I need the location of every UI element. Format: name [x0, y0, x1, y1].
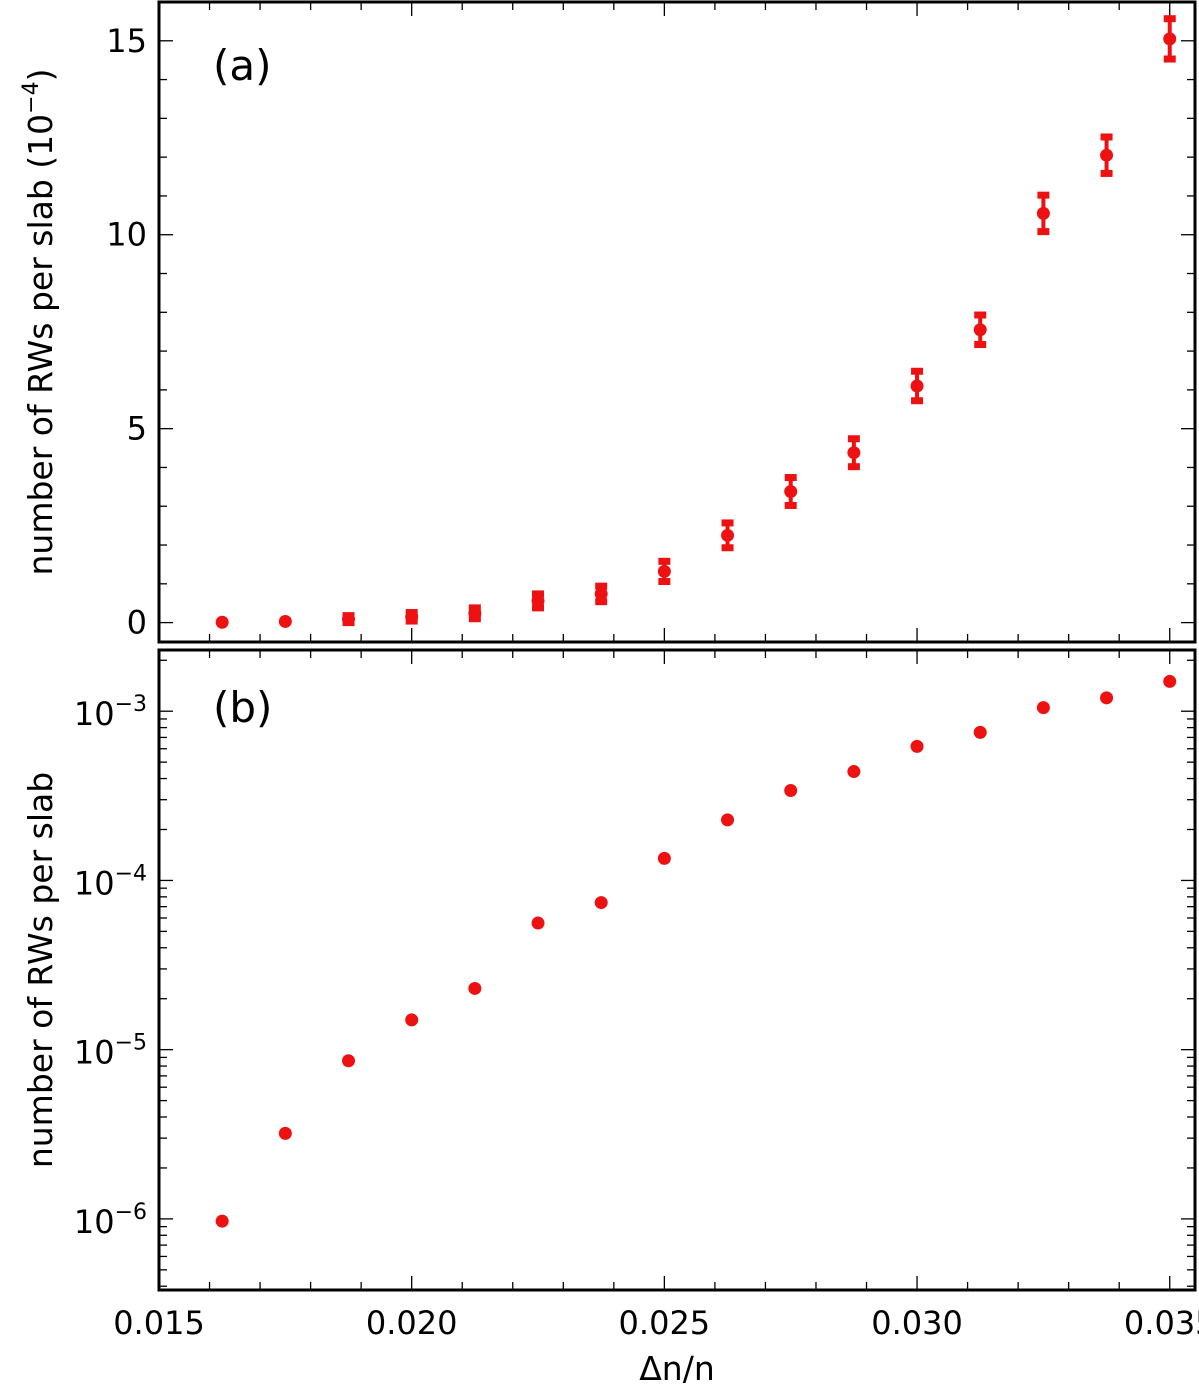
- panel-b-frame: [157, 648, 1197, 1292]
- panel-b-y-tick-label: 10−6: [74, 1200, 147, 1241]
- x-tick-label: 0.035: [1124, 1304, 1199, 1342]
- panel-a-ylabel: number of RWs per slab (10−4): [19, 69, 60, 576]
- panel-b-y-tick-exp: −3: [115, 692, 147, 717]
- data-point: [594, 896, 608, 910]
- data-point: [342, 1054, 356, 1068]
- panel-b: 10−610−510−410−30.015 0.020 0.025 0.030 0.03…: [21, 648, 1199, 1385]
- panel-b-tick-labels: 10−610−510−410−30.015 0.020 0.025 0.030 0.03…: [74, 692, 1199, 1342]
- panel-a-label: (a): [213, 41, 272, 90]
- data-point: [215, 615, 229, 629]
- data-point: [721, 528, 735, 542]
- panel-b-ticks: [158, 650, 1195, 1290]
- panel-a-y-tick-label: 10: [106, 216, 147, 254]
- data-point: [278, 614, 292, 628]
- x-tick-label: 0.025: [619, 1304, 711, 1342]
- panel-b-ylabel: number of RWs per slab: [21, 772, 60, 1168]
- data-point: [215, 1214, 229, 1228]
- panel-b-y-tick-label: 10−4: [74, 861, 147, 902]
- panel-a: 0 5 10 15 (a) number of RWs per slab (10−4): [19, 0, 1197, 644]
- data-point: [973, 323, 987, 337]
- x-tick-label: 0.020: [366, 1304, 458, 1342]
- data-point: [847, 446, 861, 460]
- panel-b-y-tick-exp: −4: [115, 861, 147, 886]
- panel-b-y-tick-exp: −5: [115, 1031, 147, 1056]
- data-point: [784, 485, 798, 499]
- data-point: [1100, 691, 1114, 705]
- panel-b-y-tick-base: 10: [74, 695, 115, 733]
- panel-a-y-tick-label: 0: [127, 604, 147, 642]
- panel-a-y-tick-label: 5: [127, 410, 147, 448]
- data-point: [531, 916, 545, 930]
- data-point: [847, 765, 861, 779]
- data-point: [657, 851, 671, 865]
- data-point: [721, 813, 735, 827]
- data-point: [1100, 148, 1114, 162]
- data-point: [1036, 701, 1050, 715]
- panel-a-tick-labels: 0 5 10 15: [106, 22, 147, 642]
- data-point: [405, 1013, 419, 1027]
- x-tick-label: 0.030: [871, 1304, 963, 1342]
- data-point: [1163, 674, 1177, 688]
- data-point: [657, 564, 671, 578]
- data-point: [910, 379, 924, 393]
- data-point: [278, 1126, 292, 1140]
- data-point: [1163, 32, 1177, 46]
- data-point: [342, 612, 356, 626]
- panel-a-errorbars: [342, 15, 1176, 627]
- x-tick-label: 0.015: [113, 1304, 205, 1342]
- data-point: [468, 981, 482, 995]
- panel-b-y-tick-base: 10: [74, 1034, 115, 1072]
- data-point: [531, 594, 545, 608]
- data-point: [405, 610, 419, 624]
- panel-a-y-tick-label: 15: [106, 22, 147, 60]
- panel-b-y-tick-label: 10−5: [74, 1031, 147, 1072]
- panel-b-y-tick-exp: −6: [115, 1200, 147, 1225]
- data-point: [468, 606, 482, 620]
- data-point: [910, 739, 924, 753]
- panel-b-label: (b): [213, 683, 272, 732]
- panel-b-y-tick-base: 10: [74, 864, 115, 902]
- data-point: [594, 587, 608, 601]
- data-point: [1036, 206, 1050, 220]
- panel-b-y-tick-label: 10−3: [74, 692, 147, 733]
- data-point: [973, 725, 987, 739]
- panel-a-frame: [157, 0, 1197, 644]
- panel-b-xlabel: Δn/n: [639, 1349, 715, 1385]
- panel-a-points: [215, 32, 1177, 629]
- panel-a-ticks: [158, 2, 1195, 642]
- panel-b-points: [215, 674, 1177, 1228]
- panel-a-ylabel-exp: −4: [19, 81, 44, 113]
- data-point: [784, 783, 798, 797]
- panel-b-y-tick-base: 10: [74, 1203, 115, 1241]
- panel-a-ylabel-close: ): [21, 69, 60, 82]
- panel-a-ylabel-main: number of RWs per slab (10: [21, 114, 60, 576]
